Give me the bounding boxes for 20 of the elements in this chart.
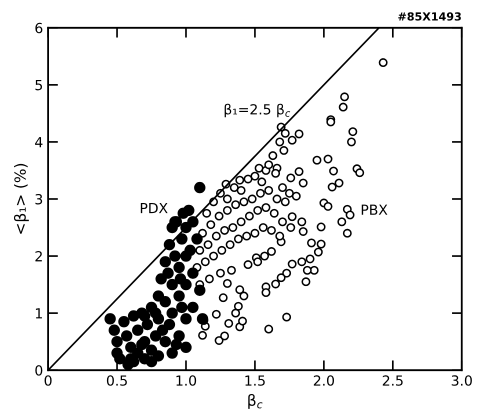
x-tick-label: 2.5 [382,375,403,386]
y-tick-label: 3 [35,194,42,204]
x-axis-title: β$_{c}$ [248,394,262,409]
y-tick-label: 1 [36,308,42,318]
y-tick-label: 6 [35,22,42,34]
y-tick-label: 4 [35,137,42,148]
x-tick-label: 3.0 [452,375,472,386]
x-tick-label: 1.5 [245,375,265,386]
x-tick-label: 2.0 [314,375,334,386]
y-axis-title: <β₁> (%) [14,164,29,234]
y-tick-label: 5 [35,80,42,90]
x-tick-label: 0 [44,375,52,386]
series-label: PBX [362,204,388,215]
x-tick-label: 0.5 [106,375,127,386]
text: #85X1493 [398,12,461,21]
x-tick-label: 1.0 [176,375,196,386]
y-tick-label: 2 [35,251,42,262]
annotation: β₁=2.5 β$_{c}$ [224,104,290,118]
series-label: PDX [140,202,168,214]
y-tick-label: 0 [35,365,42,376]
